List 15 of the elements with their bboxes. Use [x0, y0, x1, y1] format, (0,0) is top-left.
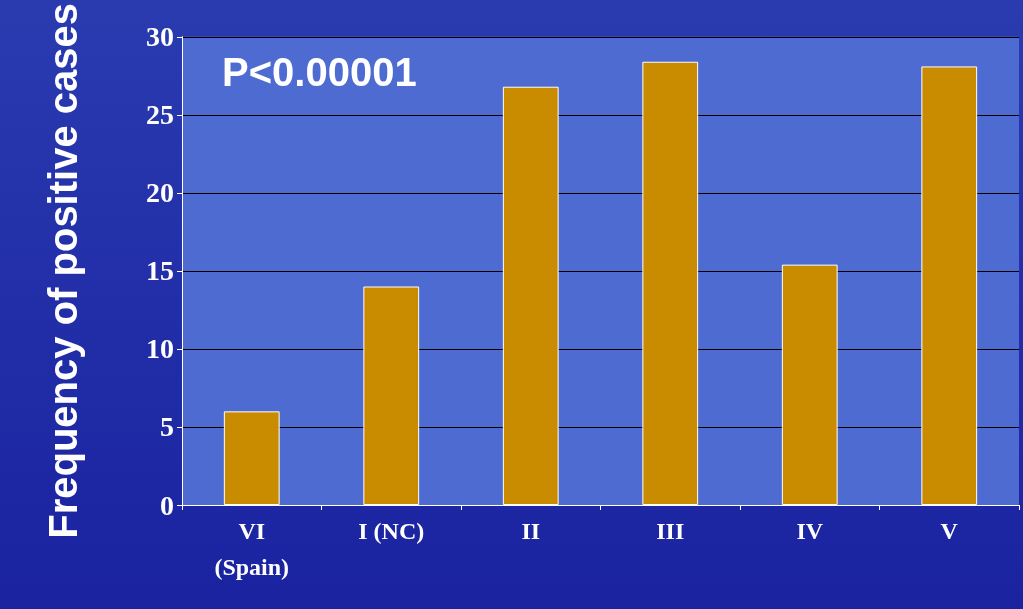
x-tick-label: II	[521, 518, 541, 544]
y-tick-label: 30	[146, 21, 174, 53]
x-tick-label: VI (Spain)	[214, 518, 290, 580]
y-tick-label: 15	[146, 255, 174, 287]
annotation: P<0.00001	[222, 50, 417, 94]
x-tick-label: V	[940, 518, 959, 544]
y-tick-label: 0	[160, 489, 174, 521]
y-tick-label: 20	[146, 177, 174, 209]
y-tick-label: 5	[160, 411, 174, 443]
x-tick-label: I (NC)	[358, 518, 425, 544]
y-tick-label: 10	[146, 333, 174, 365]
x-tick-label: III	[656, 518, 685, 544]
y-axis-title: Frequency of positive cases	[41, 3, 85, 539]
y-tick-label: 25	[146, 99, 174, 131]
x-tick-label: IV	[796, 518, 824, 544]
